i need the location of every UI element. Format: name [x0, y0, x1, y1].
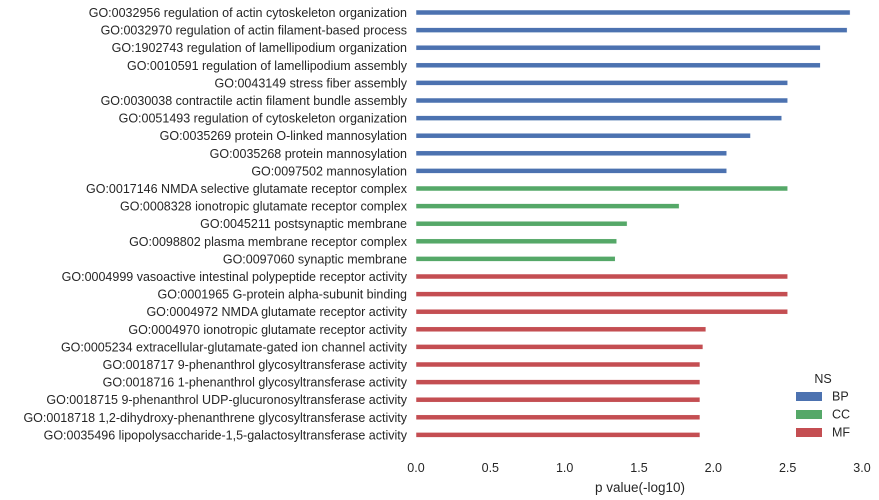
category-label: GO:0035269 protein O-linked mannosylatio…: [160, 129, 407, 143]
bar: [415, 361, 701, 368]
bar: [415, 256, 616, 262]
category-label: GO:0004970 ionotropic glutamate receptor…: [128, 323, 407, 337]
bar: [415, 379, 701, 385]
bar: [415, 326, 707, 333]
category-label: GO:0017146 NMDA selective glutamate rece…: [86, 182, 408, 196]
x-axis-title: p value(-log10): [595, 480, 685, 495]
category-label: GO:0008328 ionotropic glutamate receptor…: [120, 200, 408, 214]
category-label: GO:0032970 regulation of actin filament-…: [101, 24, 407, 38]
bar: [415, 62, 821, 69]
legend-title: NS: [814, 372, 831, 386]
category-label: GO:0032956 regulation of actin cytoskele…: [89, 6, 407, 20]
bar: [415, 168, 727, 174]
bar: [415, 344, 704, 350]
legend-items: BP CC MF: [796, 390, 850, 440]
category-label: GO:0018718 1,2-dihydroxy-phenanthrene gl…: [23, 411, 407, 425]
bar: [415, 97, 788, 104]
bar: [415, 291, 788, 297]
bars-group: [415, 9, 851, 438]
category-label: GO:0097502 mannosylation: [251, 164, 407, 178]
category-label: GO:1902743 regulation of lamellipodium o…: [112, 41, 407, 55]
legend-label-cc: CC: [832, 408, 850, 422]
category-label: GO:0004999 vasoactive intestinal polypep…: [62, 270, 408, 284]
bar: [415, 308, 788, 315]
category-label: GO:0035496 lipopolysaccharide-1,5-galact…: [44, 428, 408, 442]
category-label: GO:0018717 9-phenanthrol glycosyltransfe…: [103, 358, 408, 372]
category-label: GO:0004972 NMDA glutamate receptor activ…: [146, 305, 407, 319]
category-label: GO:0005234 extracellular-glutamate-gated…: [61, 340, 408, 354]
legend-swatch-bp: [796, 392, 822, 401]
x-tick-label: 1.5: [630, 461, 647, 475]
bar: [415, 220, 628, 227]
bar: [415, 414, 701, 421]
bar: [415, 9, 851, 16]
bar: [415, 150, 727, 157]
bar: [415, 44, 821, 51]
x-tick-label: 1.0: [556, 461, 573, 475]
legend-swatch-mf: [796, 428, 822, 437]
legend: NS BP CC MF: [796, 372, 850, 440]
category-label: GO:0043149 stress fiber assembly: [215, 76, 408, 90]
category-labels: GO:0032956 regulation of actin cytoskele…: [23, 6, 407, 442]
bar: [415, 115, 782, 121]
x-tick-label: 0.5: [482, 461, 499, 475]
x-tick-label: 2.5: [779, 461, 796, 475]
bar: [415, 238, 617, 245]
category-label: GO:0045211 postsynaptic membrane: [200, 217, 407, 231]
bar: [415, 132, 751, 139]
x-axis-ticks: 0.0 0.5 1.0 1.5 2.0 2.5 3.0: [407, 461, 870, 475]
category-label: GO:0001965 G-protein alpha-subunit bindi…: [158, 288, 408, 302]
category-label: GO:0030038 contractile actin filament bu…: [101, 94, 408, 108]
bar: [415, 273, 788, 280]
category-label: GO:0097060 synaptic membrane: [223, 252, 407, 266]
x-tick-label: 0.0: [407, 461, 424, 475]
x-tick-label: 3.0: [853, 461, 870, 475]
bar: [415, 80, 788, 86]
category-label: GO:0035268 protein mannosylation: [210, 147, 407, 161]
legend-label-bp: BP: [832, 390, 849, 404]
bar: [415, 396, 701, 403]
category-label: GO:0010591 regulation of lamellipodium a…: [127, 59, 408, 73]
category-label: GO:0018715 9-phenanthrol UDP-glucuronosy…: [46, 393, 407, 407]
category-label: GO:0018716 1-phenanthrol glycosyltransfe…: [103, 376, 408, 390]
bar: [415, 185, 788, 192]
bar: [415, 203, 680, 209]
legend-label-mf: MF: [832, 426, 850, 440]
category-label: GO:0098802 plasma membrane receptor comp…: [129, 235, 408, 249]
bar: [415, 27, 848, 33]
x-tick-label: 2.0: [705, 461, 722, 475]
legend-swatch-cc: [796, 410, 822, 419]
category-label: GO:0051493 regulation of cytoskeleton or…: [119, 112, 407, 126]
bar: [415, 432, 701, 438]
